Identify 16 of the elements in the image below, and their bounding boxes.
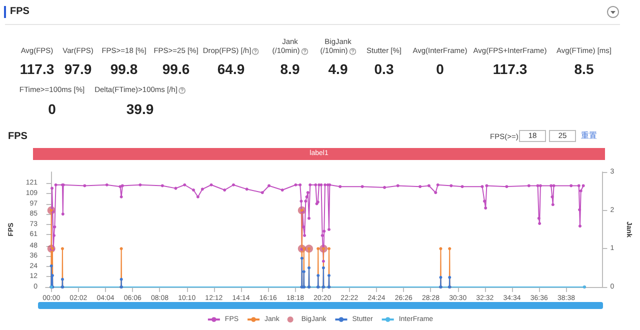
text: 99.6 bbox=[162, 61, 190, 77]
text: 97.9 bbox=[64, 61, 92, 77]
text: 重置 bbox=[581, 130, 597, 141]
text: 99.8 bbox=[110, 61, 138, 77]
text: 4.9 bbox=[328, 61, 348, 77]
text: 0.3 bbox=[374, 61, 394, 77]
text: 0 bbox=[436, 61, 444, 77]
text: FPS bbox=[10, 6, 30, 17]
text: 8.9 bbox=[280, 61, 300, 77]
text: 39.9 bbox=[126, 101, 154, 117]
text: 0 bbox=[48, 101, 56, 117]
text: 117.3 bbox=[20, 61, 54, 77]
text: 8.5 bbox=[574, 61, 594, 77]
chart-title: FPS bbox=[8, 131, 28, 142]
text: 64.9 bbox=[217, 61, 245, 77]
text: 117.3 bbox=[492, 61, 528, 77]
